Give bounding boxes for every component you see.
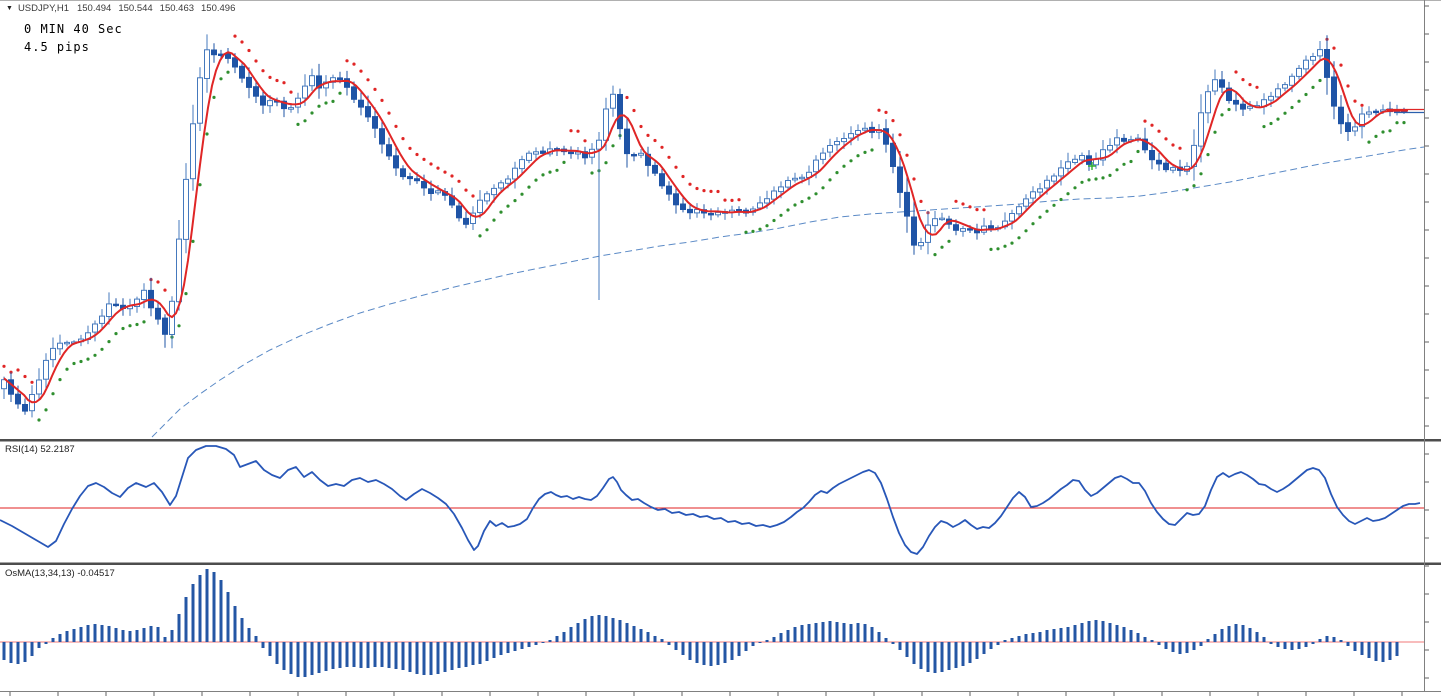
chart-collapse-icon[interactable]: ▼ xyxy=(6,5,13,12)
quote-close: 150.496 xyxy=(201,3,236,14)
rsi-indicator-label: RSI(14) 52.2187 xyxy=(5,444,75,455)
osma-indicator-label: OsMA(13,34,13) -0.04517 xyxy=(5,568,115,579)
quote-low: 150.463 xyxy=(159,3,195,14)
spread-label: 4.5 pips xyxy=(24,40,90,54)
quote-open: 150.494 xyxy=(76,3,112,14)
symbol-timeframe-label: USDJPY,H1 xyxy=(17,3,69,14)
candle-countdown-label: 0 MIN 40 Sec xyxy=(24,22,123,36)
quote-high: 150.544 xyxy=(118,3,153,14)
quote-bar: ▼ USDJPY,H1 150.494 150.544 150.463 150.… xyxy=(6,3,242,14)
